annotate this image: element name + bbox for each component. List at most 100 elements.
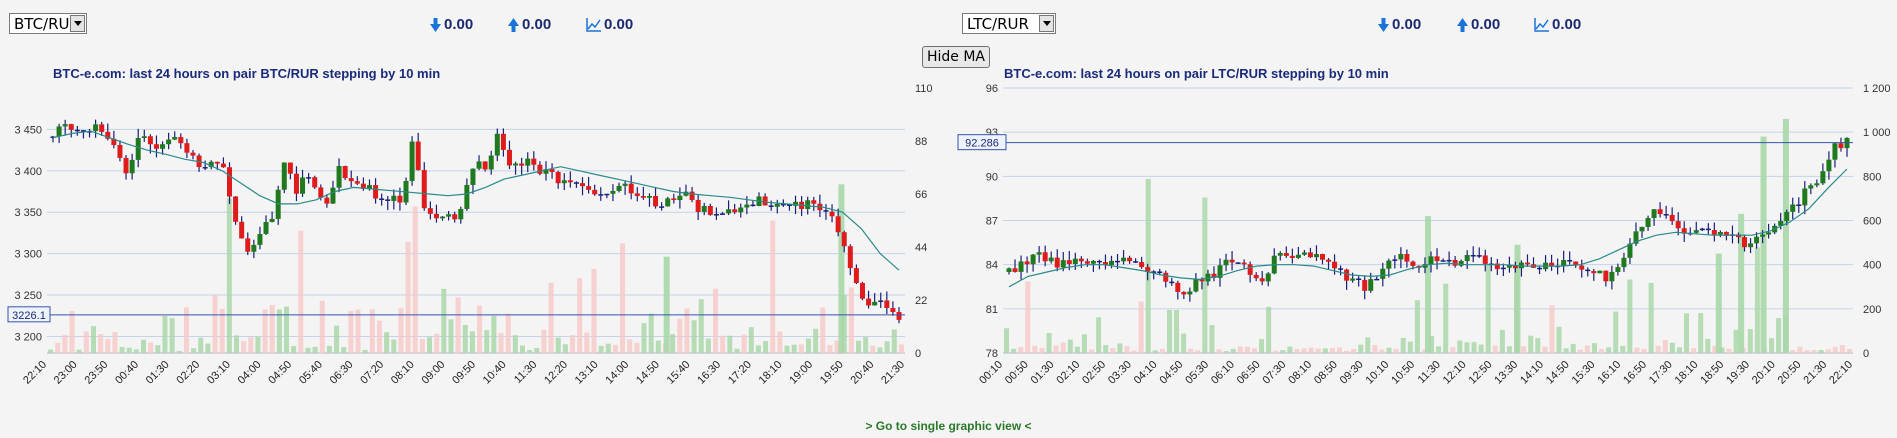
y-tick-label: 96 <box>986 83 998 95</box>
volume-bar-up <box>462 324 468 353</box>
y-tick-label: 81 <box>986 304 998 316</box>
candle-down <box>811 200 817 204</box>
candle-down <box>1042 252 1048 262</box>
candle-down <box>762 196 768 206</box>
volume-bar-down <box>1053 345 1059 353</box>
candle-doji <box>780 203 786 206</box>
candle-down <box>531 158 537 165</box>
volume-bar-up <box>198 337 204 353</box>
candle-down <box>1253 274 1259 279</box>
candle-down <box>1012 268 1018 272</box>
volume-bar-up <box>691 320 697 353</box>
candle-down <box>1838 143 1844 149</box>
candle-up <box>1313 254 1319 258</box>
chevron-down-icon[interactable] <box>1039 15 1054 32</box>
volume-bar-down <box>684 308 690 353</box>
volume-bar-up <box>1499 329 1505 353</box>
candle-up <box>1627 243 1633 258</box>
candle-down <box>1434 256 1440 262</box>
volume-bar-down <box>1159 348 1165 353</box>
volume-bar-up <box>284 306 290 353</box>
candle-up <box>1223 259 1229 266</box>
volume-bar-up <box>448 319 454 353</box>
price-marker-box <box>7 306 51 323</box>
volume-bar-down <box>1584 345 1590 353</box>
volume-bar-down <box>1301 348 1307 353</box>
candle-up <box>488 155 494 170</box>
candle-up <box>257 233 263 245</box>
candle-down <box>233 196 239 222</box>
candle-down <box>1289 255 1295 258</box>
volume-bar-up <box>1747 329 1753 353</box>
volume-bar-down <box>183 307 189 353</box>
volume-bar-down <box>398 308 404 353</box>
candle-down <box>1247 264 1253 275</box>
arrow-up-icon <box>1457 17 1468 32</box>
x-tick-label: 14:50 <box>634 359 662 387</box>
volume-bar-up <box>1280 350 1286 353</box>
candle-up <box>726 209 732 214</box>
chevron-down-icon[interactable] <box>70 15 85 32</box>
volume-bar-up <box>863 337 869 353</box>
volume-bar-down <box>720 335 726 353</box>
volume-bar-down <box>69 311 75 353</box>
volume-bar-down <box>248 337 254 353</box>
candle-up <box>1651 209 1657 219</box>
x-tick-label: 13:10 <box>573 359 601 387</box>
candle-down <box>1723 231 1729 236</box>
pair-select-right[interactable]: LTC/RUR <box>962 13 1056 34</box>
volume-bar-up <box>1386 347 1392 353</box>
candle-up <box>1760 234 1766 237</box>
candle-down <box>239 221 245 239</box>
candle-doji <box>379 198 385 201</box>
candle-up <box>1217 265 1223 278</box>
volume-bar-down <box>269 305 275 353</box>
candle-up <box>208 161 214 168</box>
x-tick-label: 23:50 <box>82 359 110 387</box>
arrow-up-icon <box>508 17 519 32</box>
candle-down <box>519 163 525 166</box>
candle-doji <box>74 129 80 132</box>
volume-bar-up <box>276 309 282 353</box>
x-tick-label: 17:30 <box>1647 359 1675 387</box>
volume-bar-up <box>1738 213 1745 353</box>
volume-bar-up <box>133 349 139 353</box>
candle-up <box>166 139 172 145</box>
volume-bar-up <box>1429 336 1435 353</box>
volume-bar-up <box>1046 332 1052 353</box>
candle-down <box>1332 261 1338 269</box>
candle-down <box>421 170 427 209</box>
x-tick-label: 11:30 <box>1416 359 1443 386</box>
single-graphic-view-link[interactable]: > Go to single graphic view < <box>865 419 1032 433</box>
volume-bar-up <box>141 339 147 353</box>
volume-bar-up <box>1287 346 1293 353</box>
candle-down <box>1084 261 1090 264</box>
volume-bar-down <box>112 331 118 353</box>
volume-bar-up <box>255 336 261 353</box>
candle-up <box>1018 261 1024 272</box>
candle-up <box>513 163 519 166</box>
volume-bar-down <box>620 243 626 353</box>
x-tick-label: 03:30 <box>1106 359 1134 387</box>
x-tick-label: 04:50 <box>266 359 294 387</box>
candle-up <box>738 207 744 213</box>
candle-up <box>805 200 811 210</box>
volume-bar-up <box>670 334 676 353</box>
volume-bar-up <box>1535 338 1541 353</box>
candle-up <box>872 301 878 306</box>
volume-bar-down <box>262 309 268 353</box>
volume-bar-down <box>498 332 504 353</box>
volume-bar-up <box>1669 342 1675 353</box>
hide-ma-button[interactable]: Hide MA <box>922 46 990 68</box>
stat-chart-right: 0.00 <box>1534 16 1581 33</box>
candle-down <box>1078 258 1084 262</box>
pair-select-left[interactable]: BTC/RUR <box>9 13 87 34</box>
volume-bar-down <box>1329 347 1335 353</box>
volume-bar-up <box>1443 283 1449 353</box>
volume-bar-down <box>1492 345 1498 353</box>
volume-bar-up <box>90 326 96 353</box>
y2-tick-label: 1 000 <box>1863 127 1891 139</box>
candle-up <box>543 169 549 174</box>
candle-up <box>1060 260 1066 268</box>
